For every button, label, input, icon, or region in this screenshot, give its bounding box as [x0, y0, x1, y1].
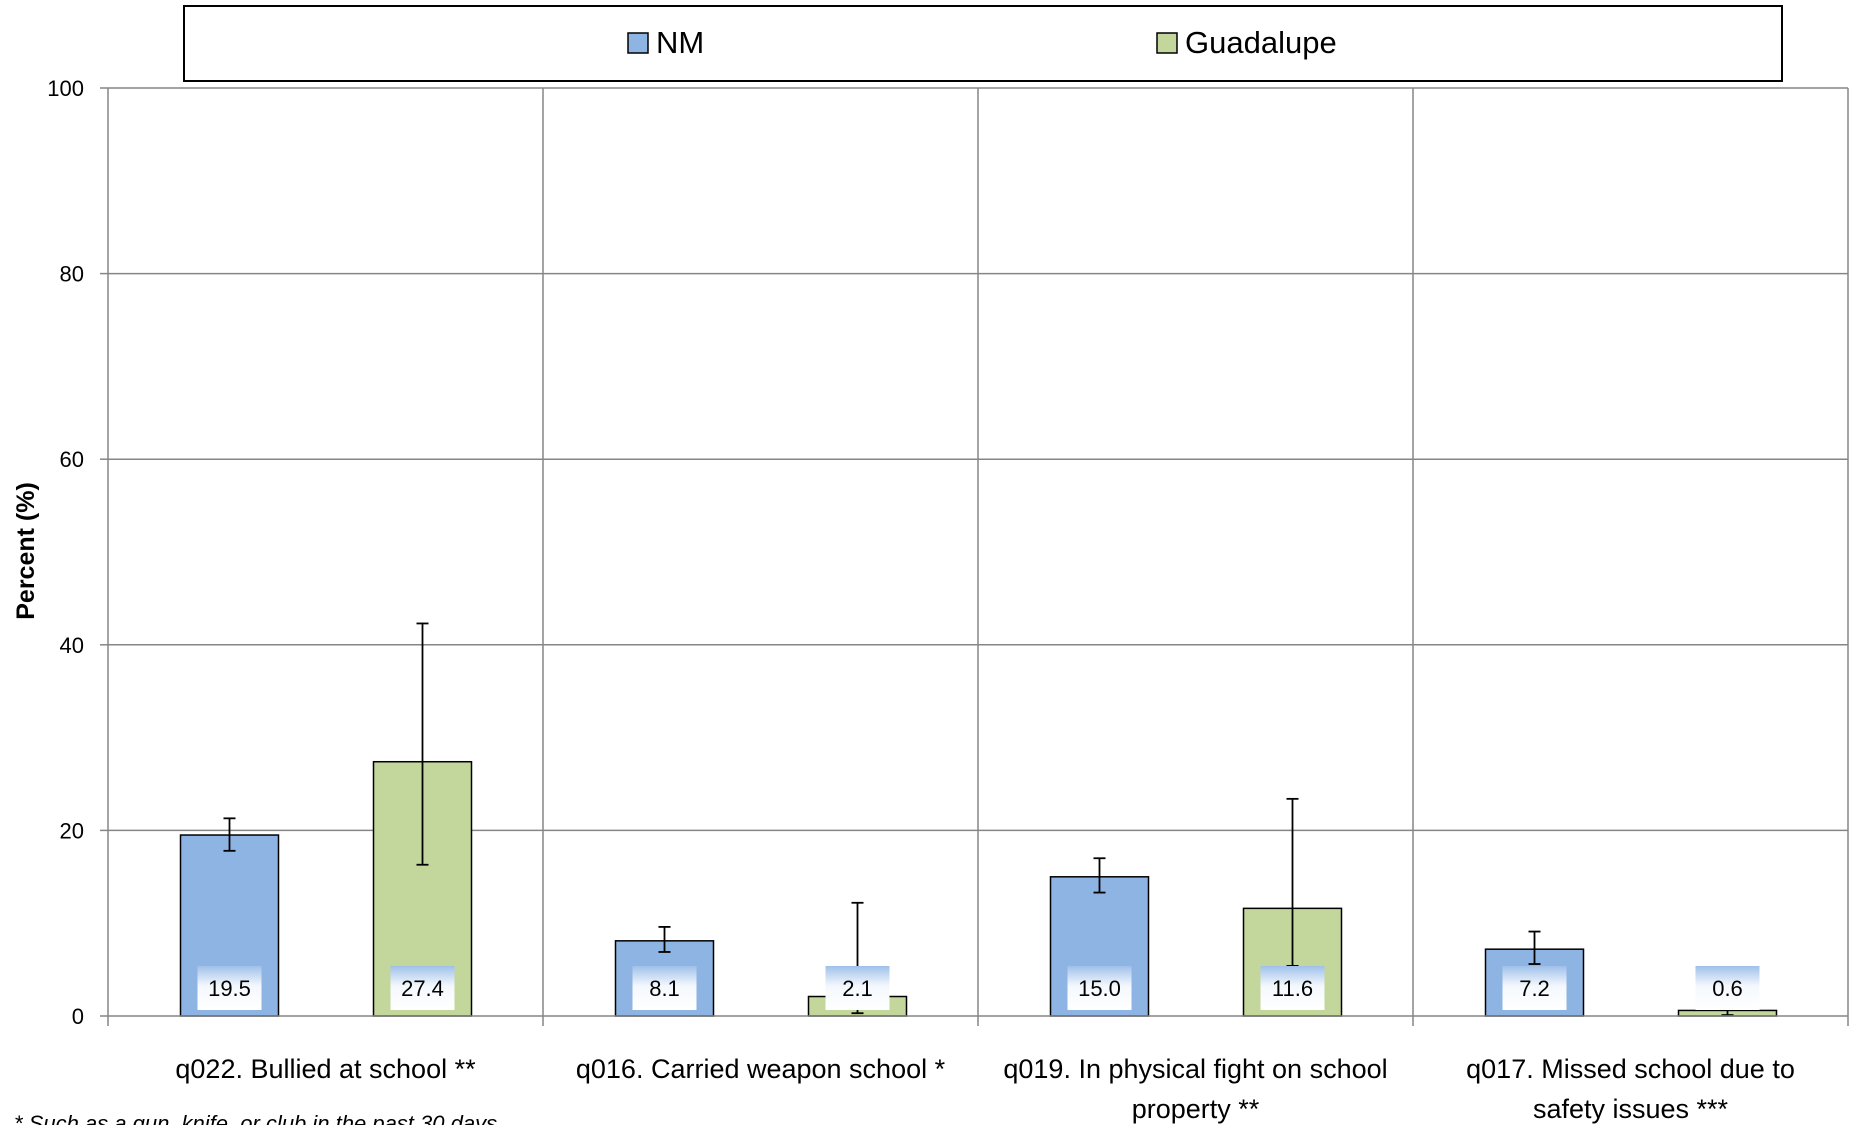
data-label: 7.2	[1519, 976, 1550, 1001]
data-label: 15.0	[1078, 976, 1121, 1001]
x-category-label: q022. Bullied at school **	[175, 1054, 476, 1084]
legend-box	[183, 5, 1783, 82]
data-label-bg	[1695, 966, 1760, 1010]
legend-entry: NM	[656, 25, 704, 60]
y-axis-label: Percent (%)	[12, 482, 40, 620]
y-tick-label: 80	[60, 262, 84, 287]
data-label: 8.1	[649, 976, 680, 1001]
grid	[108, 87, 1849, 1026]
bars: 19.5 8.1 15.0 7.2 27.4 2.1 11.6 0.6	[179, 622, 1778, 1017]
data-label: 2.1	[842, 976, 873, 1001]
y-tick-label: 0	[72, 1004, 84, 1029]
legend-swatch	[1156, 32, 1178, 54]
legend-swatch	[627, 32, 649, 54]
x-category-label: property **	[1132, 1094, 1260, 1124]
x-category-label: safety issues ***	[1533, 1094, 1729, 1124]
data-label: 27.4	[401, 976, 444, 1001]
data-label-bg	[197, 966, 262, 1010]
data-label: 11.6	[1272, 976, 1313, 1001]
y-tick-label: 40	[60, 633, 84, 658]
y-tick-label: 60	[60, 447, 84, 472]
data-label-bg	[825, 966, 890, 1010]
data-label: 19.5	[208, 976, 251, 1001]
footnote: * Such as a gun, knife, or club in the p…	[14, 1111, 503, 1125]
y-tick-label: 20	[60, 818, 84, 843]
x-category-label: q017. Missed school due to	[1466, 1054, 1795, 1084]
y-tick-label: 100	[47, 76, 84, 101]
legend-entry: Guadalupe	[1185, 25, 1337, 60]
data-label-bg	[1502, 966, 1567, 1010]
data-label-bg	[390, 966, 455, 1010]
legend: NM Guadalupe	[183, 5, 1783, 82]
data-label-bg	[632, 966, 697, 1010]
axes: 0 20 40 60 80 100 q022. Bullied at school ** q0…	[47, 76, 1848, 1124]
data-label-bg	[1260, 966, 1325, 1010]
data-label-bg	[1067, 966, 1132, 1010]
x-category-label: q016. Carried weapon school *	[576, 1054, 946, 1084]
data-label: 0.6	[1712, 976, 1743, 1001]
x-category-label: q019. In physical fight on school	[1003, 1054, 1387, 1084]
